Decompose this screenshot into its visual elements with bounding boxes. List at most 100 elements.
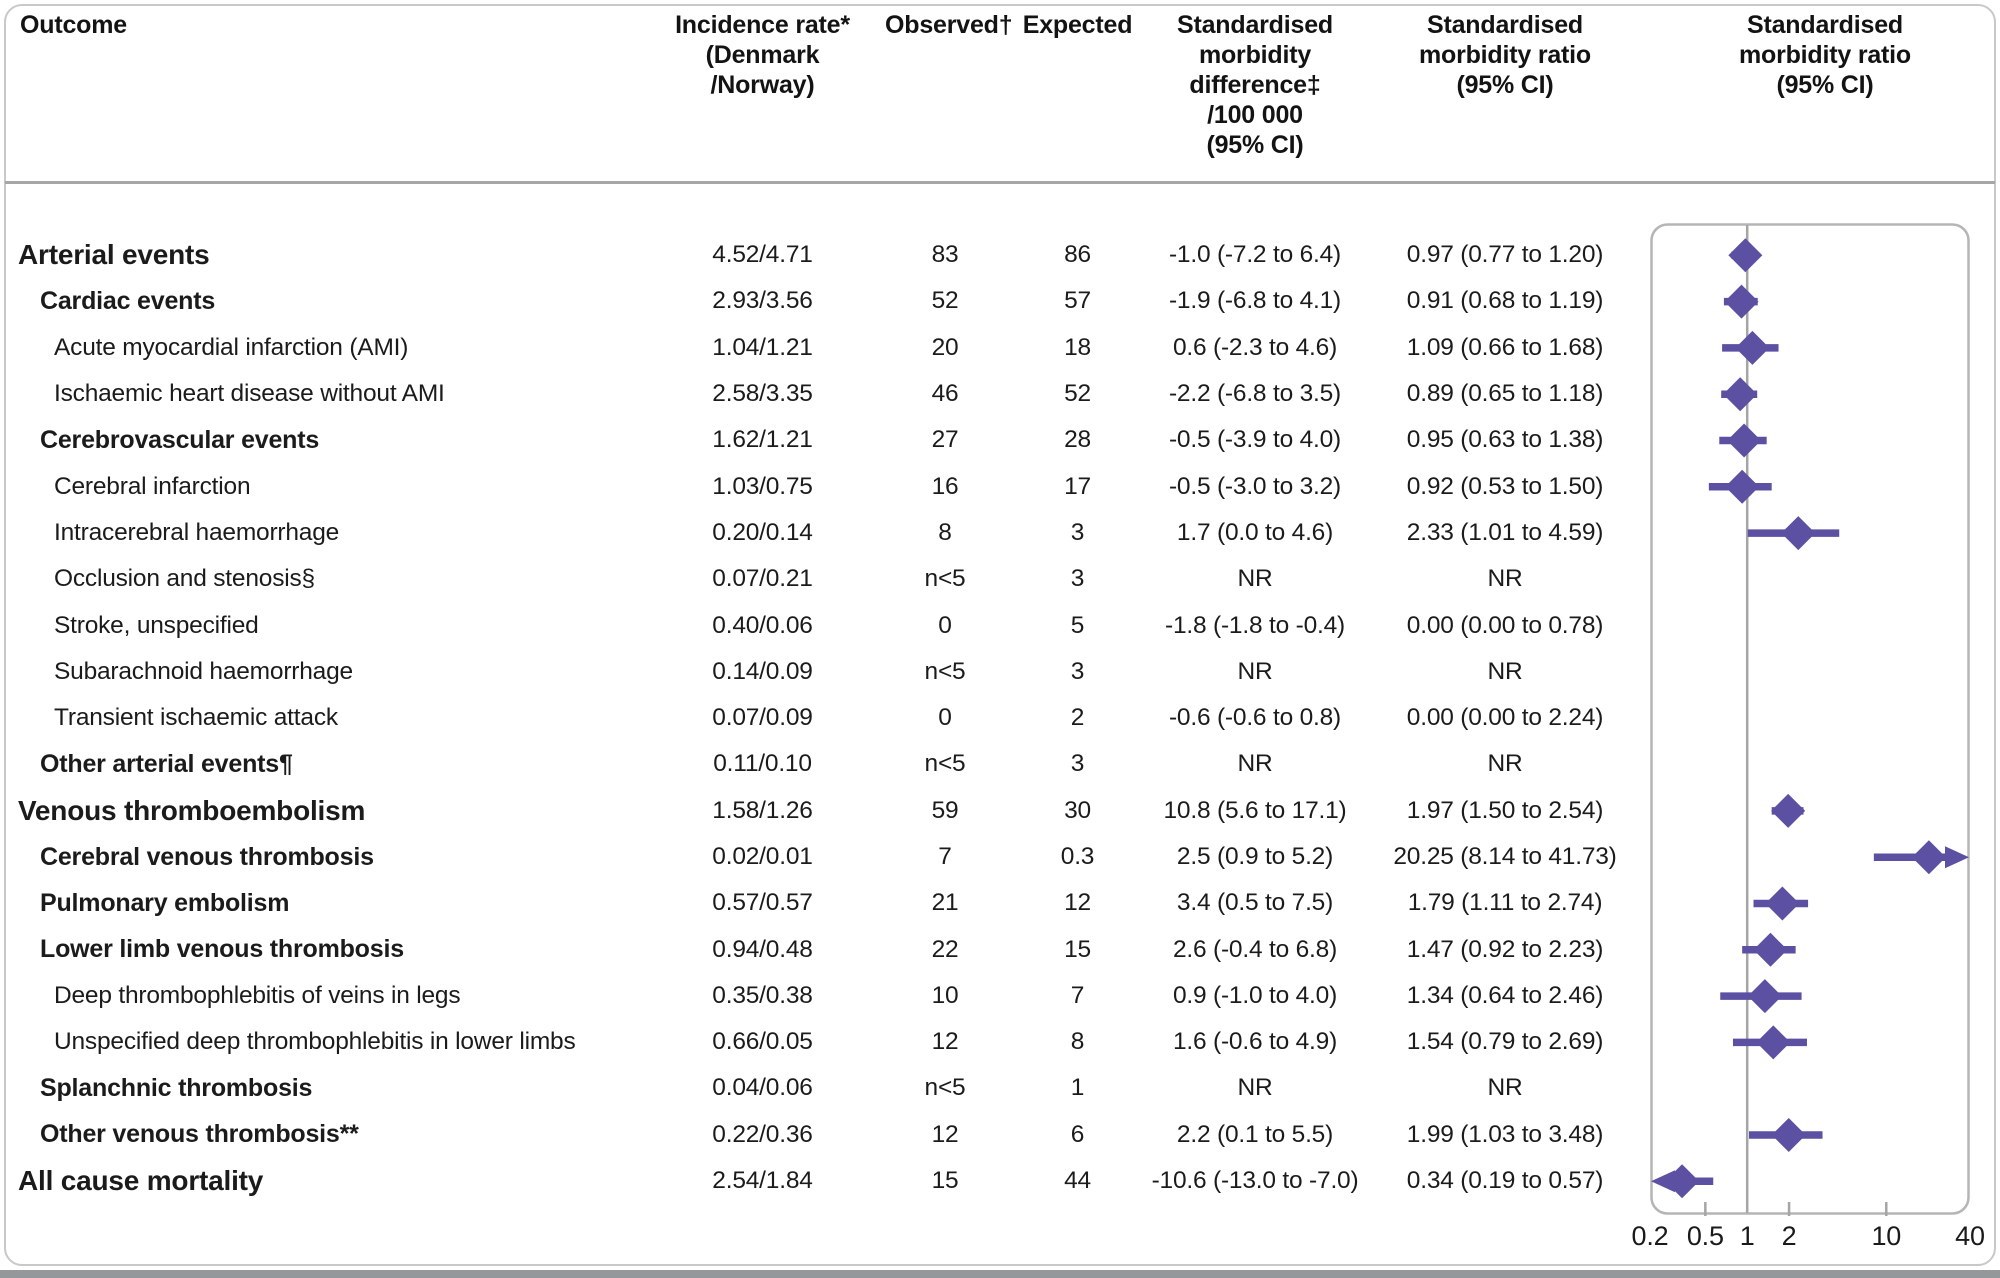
smr-difference-value: 10.8 (5.6 to 17.1) bbox=[1163, 796, 1347, 824]
table-row: Splanchnic thrombosis 0.04/0.06 n<5 1 NR… bbox=[0, 1065, 2000, 1111]
incidence-rate-value: 0.04/0.06 bbox=[712, 1074, 813, 1102]
smr-difference-value: 0.6 (-2.3 to 4.6) bbox=[1172, 333, 1338, 361]
observed-value: 12 bbox=[931, 1120, 959, 1148]
smr-difference-value: -1.8 (-1.8 to -0.4) bbox=[1164, 611, 1346, 639]
observed-value: n<5 bbox=[924, 565, 966, 593]
observed-value: 10 bbox=[931, 981, 959, 1009]
incidence-rate-value: 1.58/1.26 bbox=[712, 796, 813, 824]
outcome-label: Stroke, unspecified bbox=[54, 611, 259, 639]
incidence-rate-value: 1.03/0.75 bbox=[712, 472, 813, 500]
forest-plot bbox=[1650, 223, 1970, 1216]
point-estimate-diamond bbox=[1781, 516, 1816, 551]
point-estimate-diamond bbox=[1728, 238, 1763, 273]
outcome-label: Deep thrombophlebitis of veins in legs bbox=[54, 981, 461, 1009]
incidence-rate-value: 4.52/4.71 bbox=[712, 241, 813, 269]
smr-ratio-value: NR bbox=[1487, 750, 1523, 778]
incidence-rate-value: 0.66/0.05 bbox=[712, 1028, 813, 1056]
smr-difference-value: -1.9 (-6.8 to 4.1) bbox=[1168, 287, 1342, 315]
observed-value: 22 bbox=[931, 935, 959, 963]
table-row: Ischaemic heart disease without AMI 2.58… bbox=[0, 371, 2000, 417]
incidence-rate-value: 0.22/0.36 bbox=[712, 1120, 813, 1148]
expected-value: 18 bbox=[1064, 333, 1091, 361]
observed-value: n<5 bbox=[924, 1074, 966, 1102]
smr-ratio-value: 1.34 (0.64 to 2.46) bbox=[1406, 981, 1604, 1009]
smr-ratio-value: 1.47 (0.92 to 2.23) bbox=[1406, 935, 1604, 963]
outcome-label: Other venous thrombosis** bbox=[40, 1120, 359, 1149]
observed-value: 27 bbox=[931, 426, 959, 454]
col-header-smr-ratio: Standardised morbidity ratio (95% CI) bbox=[1418, 11, 1591, 99]
table-row: Subarachnoid haemorrhage 0.14/0.09 n<5 3… bbox=[0, 649, 2000, 695]
smr-ratio-value: NR bbox=[1487, 657, 1523, 685]
smr-ratio-value: 0.91 (0.68 to 1.19) bbox=[1406, 287, 1604, 315]
outcome-label: Pulmonary embolism bbox=[40, 888, 290, 917]
plot-frame bbox=[1650, 223, 1970, 1215]
col-header-incidence-rate: Incidence rate* (Denmark /Norway) bbox=[675, 11, 850, 99]
smr-ratio-value: 1.97 (1.50 to 2.54) bbox=[1406, 796, 1604, 824]
incidence-rate-value: 1.62/1.21 bbox=[712, 426, 813, 454]
smr-difference-value: 2.6 (-0.4 to 6.8) bbox=[1172, 935, 1338, 963]
expected-value: 28 bbox=[1064, 426, 1091, 454]
point-estimate-diamond bbox=[1771, 1118, 1806, 1152]
observed-value: 0 bbox=[938, 611, 952, 639]
table-row: Arterial events 4.52/4.71 83 86 -1.0 (-7… bbox=[0, 232, 2000, 278]
point-estimate-diamond bbox=[1725, 469, 1760, 504]
observed-value: 59 bbox=[931, 796, 959, 824]
smr-ratio-value: NR bbox=[1487, 565, 1523, 593]
figure-sheet bbox=[4, 4, 1996, 1266]
point-estimate-diamond bbox=[1771, 793, 1806, 828]
col-header-expected: Expected bbox=[1022, 11, 1133, 39]
outcome-label: Cardiac events bbox=[40, 286, 216, 315]
table-row: Other arterial events¶ 0.11/0.10 n<5 3 N… bbox=[0, 741, 2000, 787]
observed-value: 21 bbox=[931, 889, 959, 917]
smr-ratio-value: 0.00 (0.00 to 0.78) bbox=[1406, 611, 1604, 639]
expected-value: 8 bbox=[1070, 1028, 1085, 1056]
outcome-label: Subarachnoid haemorrhage bbox=[54, 657, 353, 685]
observed-value: 7 bbox=[938, 843, 952, 870]
expected-value: 15 bbox=[1064, 935, 1091, 963]
expected-value: 0.3 bbox=[1060, 843, 1095, 870]
table-header: Outcome Incidence rate* (Denmark /Norway… bbox=[0, 10, 2000, 160]
expected-value: 7 bbox=[1070, 981, 1085, 1009]
expected-value: 1 bbox=[1070, 1074, 1085, 1102]
smr-difference-value: NR bbox=[1237, 657, 1273, 685]
point-estimate-diamond bbox=[1665, 1164, 1700, 1199]
point-estimate-diamond bbox=[1735, 330, 1770, 365]
smr-difference-value: 2.2 (0.1 to 5.5) bbox=[1176, 1120, 1334, 1148]
point-estimate-diamond bbox=[1911, 840, 1946, 875]
smr-ratio-value: 0.95 (0.63 to 1.38) bbox=[1406, 426, 1604, 454]
smr-difference-value: -0.6 (-0.6 to 0.8) bbox=[1168, 704, 1342, 732]
x-axis-labels: 0.2 0.5 1 2 10 40 bbox=[1632, 1221, 1985, 1255]
smr-difference-value: NR bbox=[1237, 1074, 1273, 1102]
col-header-outcome: Outcome bbox=[20, 11, 127, 39]
point-estimate-diamond bbox=[1727, 423, 1762, 458]
outcome-label: Cerebral infarction bbox=[54, 472, 251, 500]
observed-value: 20 bbox=[931, 333, 959, 361]
bottom-rule bbox=[0, 1270, 2000, 1278]
expected-value: 2 bbox=[1070, 704, 1085, 732]
x-axis-tick-label: 1 bbox=[1739, 1221, 1755, 1251]
table-row: All cause mortality 2.54/1.84 15 44 -10.… bbox=[0, 1158, 2000, 1204]
incidence-rate-value: 2.93/3.56 bbox=[712, 287, 813, 315]
smr-difference-value: NR bbox=[1237, 750, 1273, 778]
table-row: Cerebral venous thrombosis 0.02/0.01 7 0… bbox=[0, 834, 2000, 880]
expected-value: 44 bbox=[1064, 1167, 1091, 1195]
col-header-observed: Observed† bbox=[885, 11, 1013, 39]
table-row: Transient ischaemic attack 0.07/0.09 0 2… bbox=[0, 695, 2000, 741]
incidence-rate-value: 0.57/0.57 bbox=[712, 889, 813, 917]
incidence-rate-value: 2.54/1.84 bbox=[712, 1167, 813, 1195]
x-axis-tick-label: 40 bbox=[1955, 1221, 1985, 1251]
smr-difference-value: 0.9 (-1.0 to 4.0) bbox=[1172, 981, 1338, 1009]
arrow-left bbox=[1651, 1170, 1675, 1193]
outcome-label: Ischaemic heart disease without AMI bbox=[54, 380, 445, 408]
col-header-smr-ratio-plot: Standardised morbidity ratio (95% CI) bbox=[1738, 11, 1911, 99]
smr-difference-value: NR bbox=[1237, 565, 1273, 593]
observed-value: 16 bbox=[931, 472, 959, 500]
table-row: Occlusion and stenosis§ 0.07/0.21 n<5 3 … bbox=[0, 556, 2000, 602]
expected-value: 12 bbox=[1064, 889, 1091, 917]
col-header-smr-difference: Standardised morbidity difference‡ /100 … bbox=[1177, 11, 1333, 159]
observed-value: 0 bbox=[938, 704, 952, 732]
observed-value: 52 bbox=[931, 287, 959, 315]
incidence-rate-value: 0.40/0.06 bbox=[712, 611, 813, 639]
point-estimate-diamond bbox=[1765, 886, 1800, 921]
